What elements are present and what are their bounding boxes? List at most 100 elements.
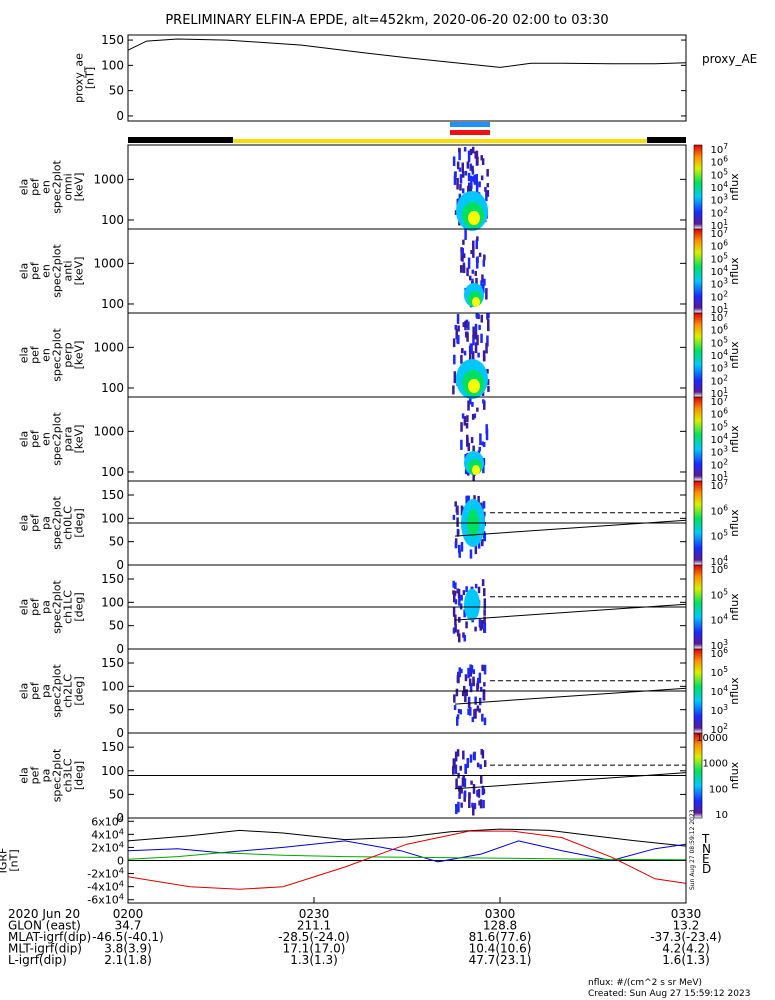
pa-pixel [455,778,458,790]
panel-frame [127,228,687,314]
pa-pixel [456,714,460,720]
spec-pixel [484,187,487,192]
row-value: 17.1(17.0) [283,942,346,956]
spec-pixel [456,177,459,190]
y-tick-label: 150 [101,488,124,502]
y-tick-label: 100 [101,764,124,778]
pa-pixel [453,694,456,703]
solid-loss-cone [454,772,687,790]
row-label: 2020 Jun 20 [8,907,80,921]
spec-pixel [462,239,465,245]
spec-pixel [481,441,485,446]
pa-pixel [478,708,481,713]
colorbar-tick-label: 106 [710,562,728,576]
pa-pixel [471,716,475,723]
pa-pixel [465,689,468,697]
colorbar-tick-label: 104 [710,554,728,568]
igrf-series-T [127,828,687,847]
y-tick-label: 1000 [93,256,124,270]
pa-pixel [479,775,483,784]
spec-pixel [454,324,458,330]
spec-pixel [458,167,462,172]
pa-pixel [459,765,462,771]
spec-pixel [480,155,483,161]
pa-pixel [458,667,462,678]
spec-pixel [476,334,479,346]
pa-pixel [480,502,483,508]
colorbar-label: nflux [728,257,741,285]
spec-pixel [452,338,456,348]
spec-pixel [482,284,485,294]
spec-pixel [458,193,462,200]
pa-pixel [454,501,457,507]
spec-pixel [459,184,462,191]
pa-pixel [462,685,466,694]
pa-pixel [469,683,473,693]
pa-pixel [482,799,485,809]
pa-pixel [456,529,460,535]
pa-pixel [461,690,465,697]
y-axis-label: elapefenspec2plotperp[keV] [18,328,86,382]
colorbar-tick-label: 101 [710,218,728,232]
spec-pixel [478,252,482,257]
pa-pixel [456,517,459,527]
row-value: 2.1(1.8) [104,953,152,967]
colorbar-label: nflux [728,761,741,789]
spec-pixel [467,400,470,411]
pa-pixel [460,541,464,552]
colorbar-tick-label: 101 [710,302,728,316]
colorbar-label: nflux [728,509,741,537]
spec-pixel [471,269,475,274]
pa-pixel [461,777,465,787]
pa-pixel [472,805,475,816]
colorbar-tick-label: 105 [710,529,728,543]
pa-pixel [452,607,456,617]
y-tick-label: 100 [101,213,124,227]
pa-pixel [470,780,473,785]
y-axis-label: IGRF[nT] [0,848,21,874]
pa-pixel [458,549,461,558]
spec-pixel [477,314,480,320]
pa-pixel [460,594,463,601]
pa-pixel [462,632,465,638]
pa-pixel [474,583,478,589]
spec-pixel [487,319,490,330]
pa-pixel [455,716,459,726]
colorbar-tick-label: 105 [710,167,728,181]
solid-loss-cone [454,519,687,537]
pa-pixel [474,543,478,555]
spec-pixel [475,173,478,184]
pa-pixel [476,789,479,797]
y-tick-label: 150 [101,740,124,754]
y-axis-label: elapefpaspec2plotch0LC[deg] [18,496,86,550]
pa-pixel [457,588,461,599]
pa-pixel [468,678,472,686]
spec-pixel [467,185,470,196]
spec-pixel [452,385,455,395]
row-value: -46.5(-40.1) [92,930,163,944]
row-label: L-igrf(dip) [8,953,67,967]
pa-pixel [468,792,471,799]
pa-pixel [468,798,471,809]
spec-pixel [469,148,473,156]
colorbar-tick-label: 105 [710,419,728,433]
spec-pixel [472,240,475,249]
row-value: 3.8(3.9) [104,942,152,956]
spec-pixel [474,151,477,159]
pa-pixel [483,664,487,675]
spec-pixel [469,163,472,171]
row-label: MLAT-igrf(dip) [8,930,91,944]
spec-core-yellow [468,211,480,225]
pa-pixel [477,677,480,683]
colorbar-tick-label: 102 [710,205,728,219]
spec-pixel [480,175,484,181]
spec-pixel [485,342,488,354]
spec-pixel [482,462,485,474]
y-tick-label: 100 [101,58,124,72]
pa-pixel [481,541,484,547]
row-value: 10.4(10.6) [469,942,532,956]
solid-loss-cone [454,687,687,705]
spec-pixel [464,468,468,475]
spec-pixel [480,314,483,323]
legend-proxy-ae: proxy_AE [702,52,757,66]
